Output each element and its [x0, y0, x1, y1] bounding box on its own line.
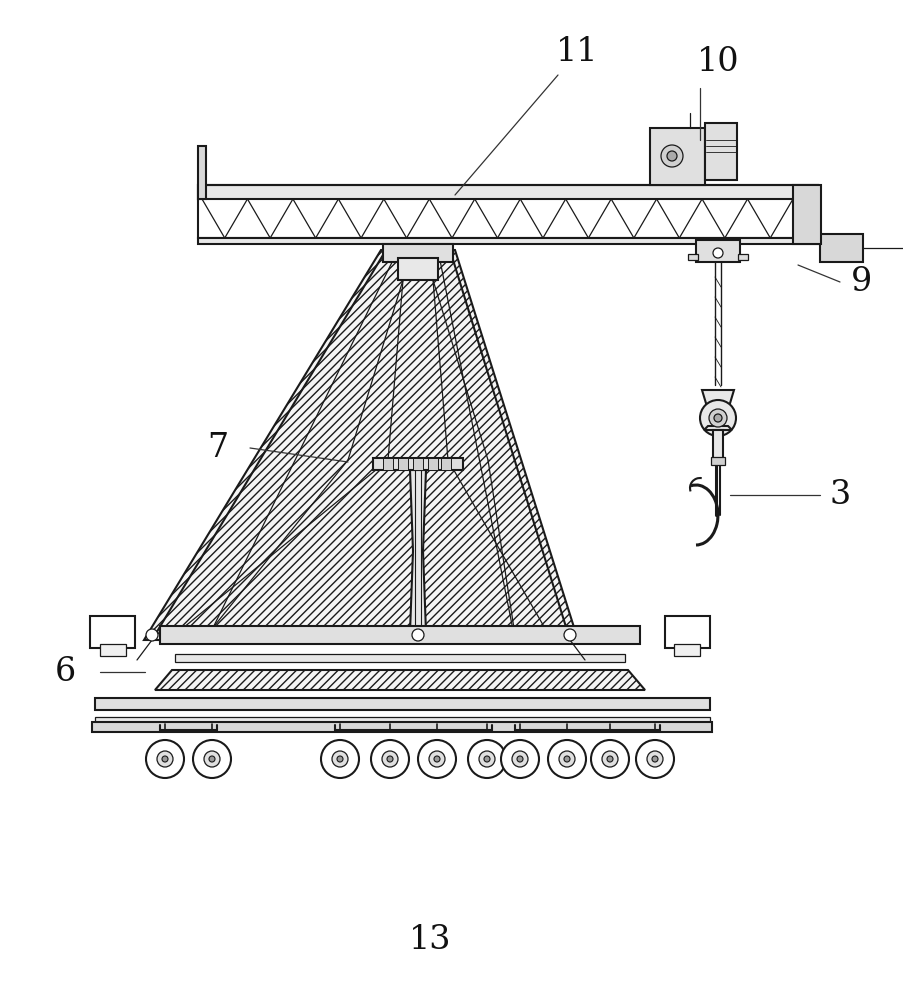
Polygon shape: [410, 470, 425, 632]
Circle shape: [146, 740, 184, 778]
Circle shape: [146, 629, 158, 641]
Bar: [737, 254, 747, 260]
Bar: [649, 128, 704, 185]
Circle shape: [563, 629, 575, 641]
Circle shape: [209, 756, 215, 762]
Bar: [397, 458, 407, 470]
Circle shape: [511, 751, 527, 767]
Polygon shape: [154, 670, 644, 690]
Text: 10: 10: [696, 46, 739, 78]
Circle shape: [468, 740, 506, 778]
Circle shape: [651, 756, 657, 762]
Circle shape: [412, 629, 424, 641]
Bar: [674, 644, 699, 656]
Text: 7: 7: [207, 432, 228, 464]
Bar: [704, 123, 736, 180]
Bar: [441, 458, 451, 470]
Bar: [427, 458, 438, 470]
Circle shape: [699, 400, 735, 436]
Circle shape: [660, 145, 683, 167]
Circle shape: [331, 751, 348, 767]
Bar: [792, 185, 820, 244]
Bar: [198, 238, 817, 244]
Circle shape: [386, 756, 393, 762]
Polygon shape: [703, 426, 731, 430]
Bar: [397, 258, 438, 280]
Circle shape: [479, 751, 495, 767]
Bar: [383, 244, 452, 262]
Bar: [665, 616, 709, 648]
Circle shape: [382, 751, 397, 767]
Circle shape: [636, 740, 674, 778]
Bar: [687, 254, 697, 260]
Circle shape: [417, 740, 455, 778]
Bar: [413, 458, 423, 470]
Circle shape: [483, 756, 489, 762]
Circle shape: [433, 756, 440, 762]
Bar: [95, 698, 709, 710]
Polygon shape: [702, 390, 733, 410]
Circle shape: [591, 740, 628, 778]
Circle shape: [204, 751, 219, 767]
Bar: [198, 185, 817, 199]
Circle shape: [563, 756, 570, 762]
Circle shape: [321, 740, 358, 778]
Circle shape: [606, 756, 612, 762]
Bar: [90, 616, 135, 648]
Circle shape: [601, 751, 618, 767]
Bar: [198, 146, 206, 199]
Bar: [383, 458, 393, 470]
Bar: [373, 458, 462, 470]
Circle shape: [708, 409, 726, 427]
Circle shape: [558, 751, 574, 767]
Circle shape: [647, 751, 662, 767]
Circle shape: [162, 756, 168, 762]
Bar: [95, 717, 709, 722]
Text: 9: 9: [851, 266, 871, 298]
Circle shape: [500, 740, 538, 778]
Circle shape: [337, 756, 342, 762]
Circle shape: [517, 756, 523, 762]
Circle shape: [712, 248, 722, 258]
Circle shape: [666, 151, 676, 161]
Bar: [711, 457, 724, 465]
Polygon shape: [144, 250, 577, 640]
Bar: [198, 185, 817, 238]
Bar: [175, 654, 624, 662]
Text: 6: 6: [54, 656, 76, 688]
Circle shape: [429, 751, 444, 767]
Bar: [819, 234, 862, 262]
Text: 3: 3: [828, 479, 850, 511]
Bar: [100, 644, 126, 656]
Bar: [160, 626, 639, 644]
Circle shape: [370, 740, 408, 778]
Bar: [712, 430, 722, 460]
Text: 11: 11: [555, 36, 598, 68]
Text: 13: 13: [408, 924, 451, 956]
Bar: [695, 240, 740, 262]
Circle shape: [713, 414, 721, 422]
Circle shape: [192, 740, 231, 778]
Bar: [92, 722, 712, 732]
Circle shape: [547, 740, 585, 778]
Circle shape: [157, 751, 172, 767]
